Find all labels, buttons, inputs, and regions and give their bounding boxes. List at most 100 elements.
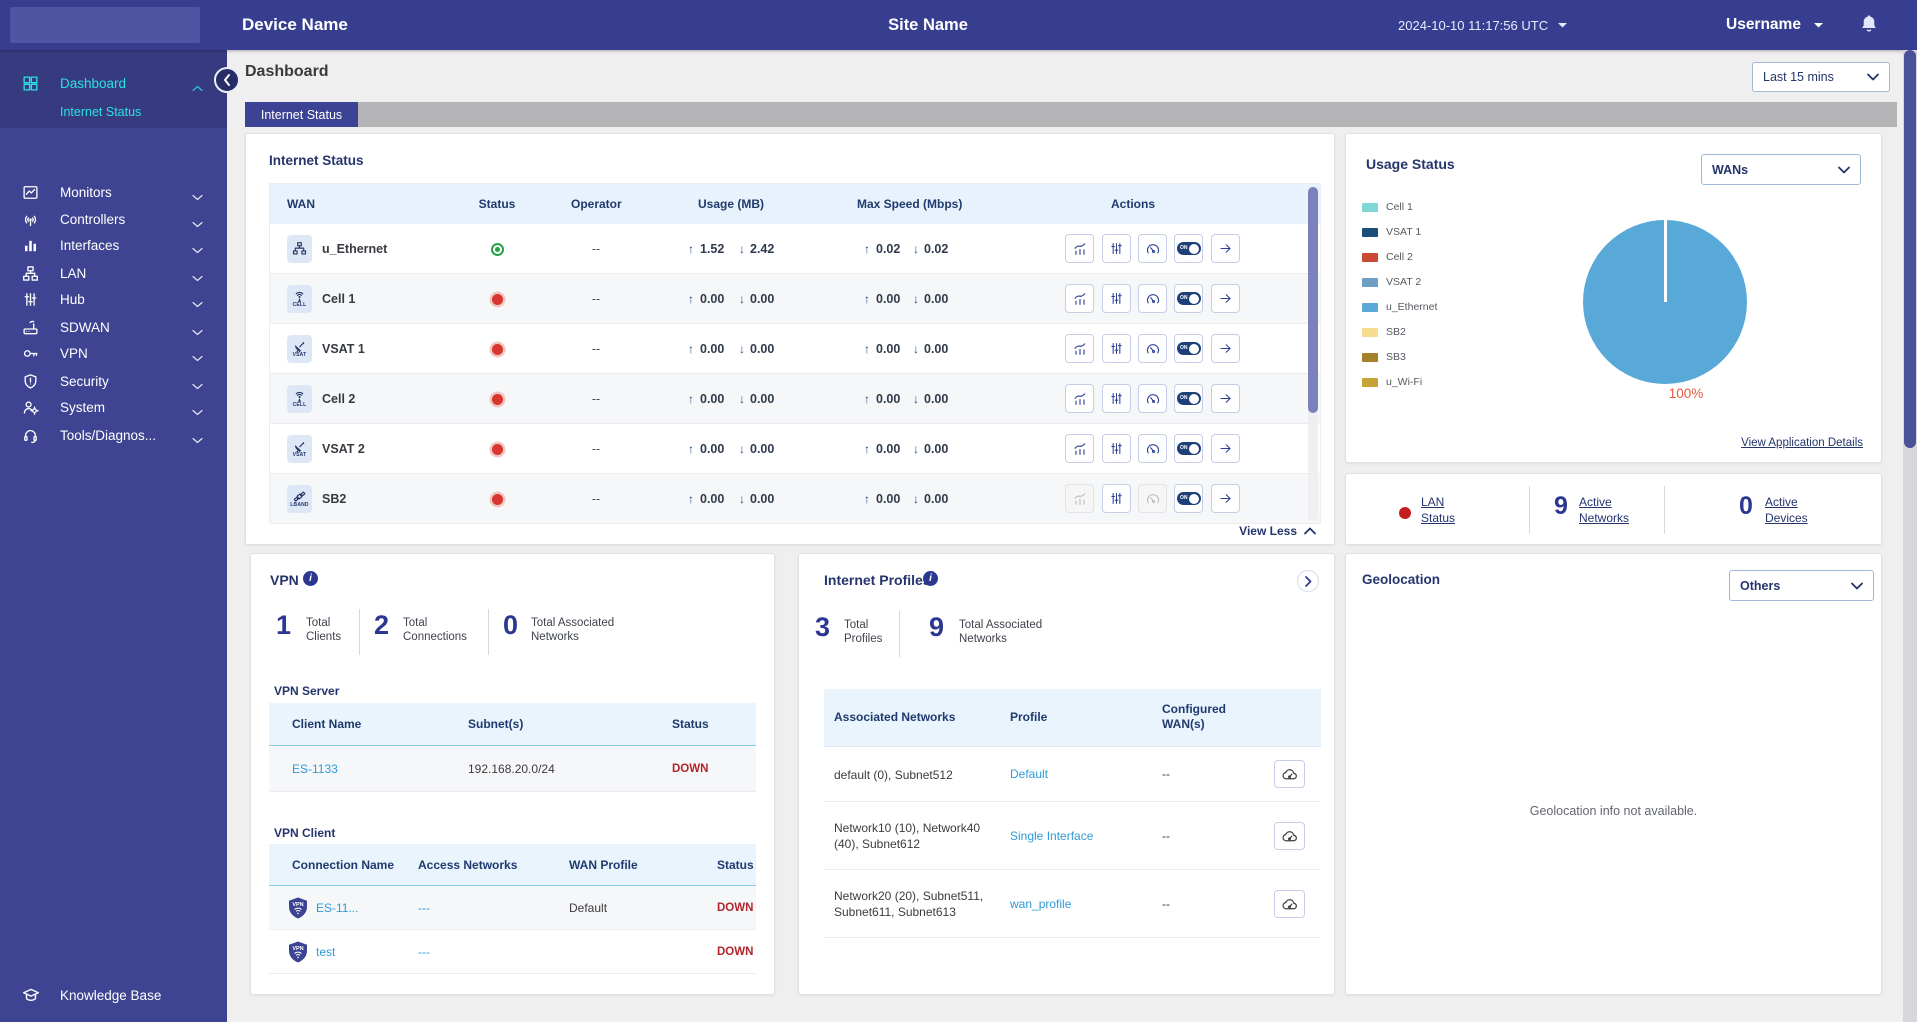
vpn-status-value: DOWN (717, 946, 754, 958)
chevron-down-icon (192, 296, 203, 307)
speed-test-button[interactable] (1138, 234, 1167, 263)
info-icon[interactable]: i (923, 571, 938, 586)
vpn-client-heading: VPN Client (274, 826, 336, 840)
sidebar-subitem-internet-status[interactable]: Internet Status (0, 99, 227, 125)
details-arrow-button[interactable] (1211, 234, 1240, 263)
statistics-chart-button[interactable] (1065, 434, 1094, 463)
active-networks-link[interactable]: Active Networks (1579, 495, 1630, 525)
profile-link[interactable]: Default (1010, 767, 1049, 781)
sidebar-subitem-label: Internet Status (60, 105, 142, 119)
sidebar-item-controllers[interactable]: Controllers (0, 206, 227, 233)
vpn-server-heading: VPN Server (274, 684, 340, 698)
sidebar-item-dashboard[interactable]: Dashboard (0, 70, 227, 97)
upload-arrow-icon: ↑ (688, 442, 694, 456)
profile-link[interactable]: wan_profile (1010, 897, 1072, 911)
vpn-key-icon (22, 345, 39, 362)
sidebar-item-hub[interactable]: Hub (0, 286, 227, 313)
download-arrow-icon: ↓ (913, 242, 919, 256)
page-scrollbar[interactable] (1903, 50, 1917, 1022)
enable-toggle[interactable]: ON (1174, 484, 1203, 513)
view-application-details-link[interactable]: View Application Details (1741, 437, 1863, 449)
statistics-chart-button[interactable] (1065, 334, 1094, 363)
expand-panel-button[interactable] (1297, 570, 1319, 592)
enable-toggle[interactable]: ON (1174, 334, 1203, 363)
enable-toggle[interactable]: ON (1174, 384, 1203, 413)
vpn-client-row: VPN ES-11... --- Default DOWN (269, 886, 756, 930)
tune-sliders-button[interactable] (1102, 434, 1131, 463)
toggle-on-label: ON (1180, 345, 1188, 351)
sidebar-collapse-button[interactable] (214, 67, 240, 93)
vpn-connection-name-link[interactable]: test (316, 945, 336, 959)
enable-toggle[interactable]: ON (1174, 284, 1203, 313)
vpn-client-name-link[interactable]: ES-1133 (292, 762, 338, 776)
chevron-down-icon (192, 432, 203, 443)
sidebar-item-sdwan[interactable]: SDWAN (0, 314, 227, 341)
statistics-chart-button[interactable] (1065, 284, 1094, 313)
toggle-on-label: ON (1180, 295, 1188, 301)
time-range-select[interactable]: Last 15 mins (1752, 62, 1890, 92)
tools-headset-icon (22, 427, 39, 444)
details-arrow-button[interactable] (1211, 384, 1240, 413)
hub-icon (22, 291, 39, 308)
tune-sliders-button[interactable] (1102, 484, 1131, 513)
statistics-chart-button[interactable] (1065, 384, 1094, 413)
page-scrollbar-thumb[interactable] (1904, 50, 1916, 448)
details-arrow-button[interactable] (1211, 284, 1240, 313)
tab-internet-status[interactable]: Internet Status (245, 102, 358, 127)
cloud-speedtest-button[interactable] (1274, 822, 1305, 850)
geolocation-filter-select[interactable]: Others (1729, 570, 1874, 601)
legend-swatch (1362, 377, 1378, 387)
cloud-speedtest-button[interactable] (1274, 890, 1305, 918)
details-arrow-button[interactable] (1211, 434, 1240, 463)
table-scrollbar[interactable] (1308, 187, 1318, 521)
lan-icon (22, 265, 39, 282)
enable-toggle[interactable]: ON (1174, 234, 1203, 263)
tune-sliders-button[interactable] (1102, 284, 1131, 313)
chevron-left-icon (224, 74, 230, 86)
scrollbar-thumb[interactable] (1308, 187, 1318, 413)
tune-sliders-button[interactable] (1102, 234, 1131, 263)
internet-status-card-title: Internet Status (269, 153, 364, 168)
details-arrow-button[interactable] (1211, 484, 1240, 513)
sidebar-item-tools-diagnostics[interactable]: Tools/Diagnos... (0, 422, 227, 449)
active-devices-link[interactable]: Active Devices (1765, 495, 1808, 525)
upload-arrow-icon: ↑ (688, 292, 694, 306)
statistics-chart-button[interactable] (1065, 234, 1094, 263)
speed-test-button[interactable] (1138, 334, 1167, 363)
legend-label: SB2 (1386, 326, 1406, 338)
usage-down-value: 0.00 (750, 342, 775, 356)
cloud-speedtest-button[interactable] (1274, 760, 1305, 788)
sidebar-item-system[interactable]: System (0, 394, 227, 421)
wan-name: VSAT 1 (322, 342, 365, 356)
operator-value: -- (591, 242, 601, 256)
legend-label: Cell 2 (1386, 251, 1413, 263)
sidebar-item-vpn[interactable]: VPN (0, 340, 227, 367)
speed-test-button[interactable] (1138, 284, 1167, 313)
table-row: VSAT VSAT 1 -- ↑ 0.00 ↓ 0.00 ↑ 0.00 ↓ 0.… (270, 324, 1320, 374)
lan-status-link[interactable]: LAN Status (1421, 495, 1456, 525)
sidebar-item-interfaces[interactable]: Interfaces (0, 232, 227, 259)
vpn-connection-name-link[interactable]: ES-11... (316, 901, 359, 915)
details-arrow-button[interactable] (1211, 334, 1240, 363)
interfaces-icon (22, 237, 39, 254)
sidebar-item-monitors[interactable]: Monitors (0, 179, 227, 206)
profile-link[interactable]: Single Interface (1010, 829, 1094, 843)
tune-sliders-button[interactable] (1102, 384, 1131, 413)
knowledge-base-link[interactable]: Knowledge Base (0, 981, 227, 1009)
enable-toggle[interactable]: ON (1174, 434, 1203, 463)
info-icon[interactable]: i (303, 571, 318, 586)
sidebar-item-lan[interactable]: LAN (0, 260, 227, 287)
col-wan: WAN (287, 197, 315, 211)
sidebar-item-label: Controllers (60, 212, 126, 227)
speed-test-button[interactable] (1138, 434, 1167, 463)
timestamp-dropdown[interactable]: 2024-10-10 11:17:56 UTC (1398, 0, 1568, 50)
sidebar-item-security[interactable]: Security (0, 368, 227, 395)
view-less-link[interactable]: View Less (1239, 524, 1316, 538)
system-user-gear-icon (22, 399, 39, 416)
user-menu[interactable]: Username (1726, 0, 1824, 50)
usage-up-value: 0.00 (700, 392, 725, 406)
usage-filter-select[interactable]: WANs (1701, 154, 1861, 185)
tune-sliders-button[interactable] (1102, 334, 1131, 363)
notification-bell-icon[interactable] (1858, 13, 1882, 37)
speed-test-button[interactable] (1138, 384, 1167, 413)
